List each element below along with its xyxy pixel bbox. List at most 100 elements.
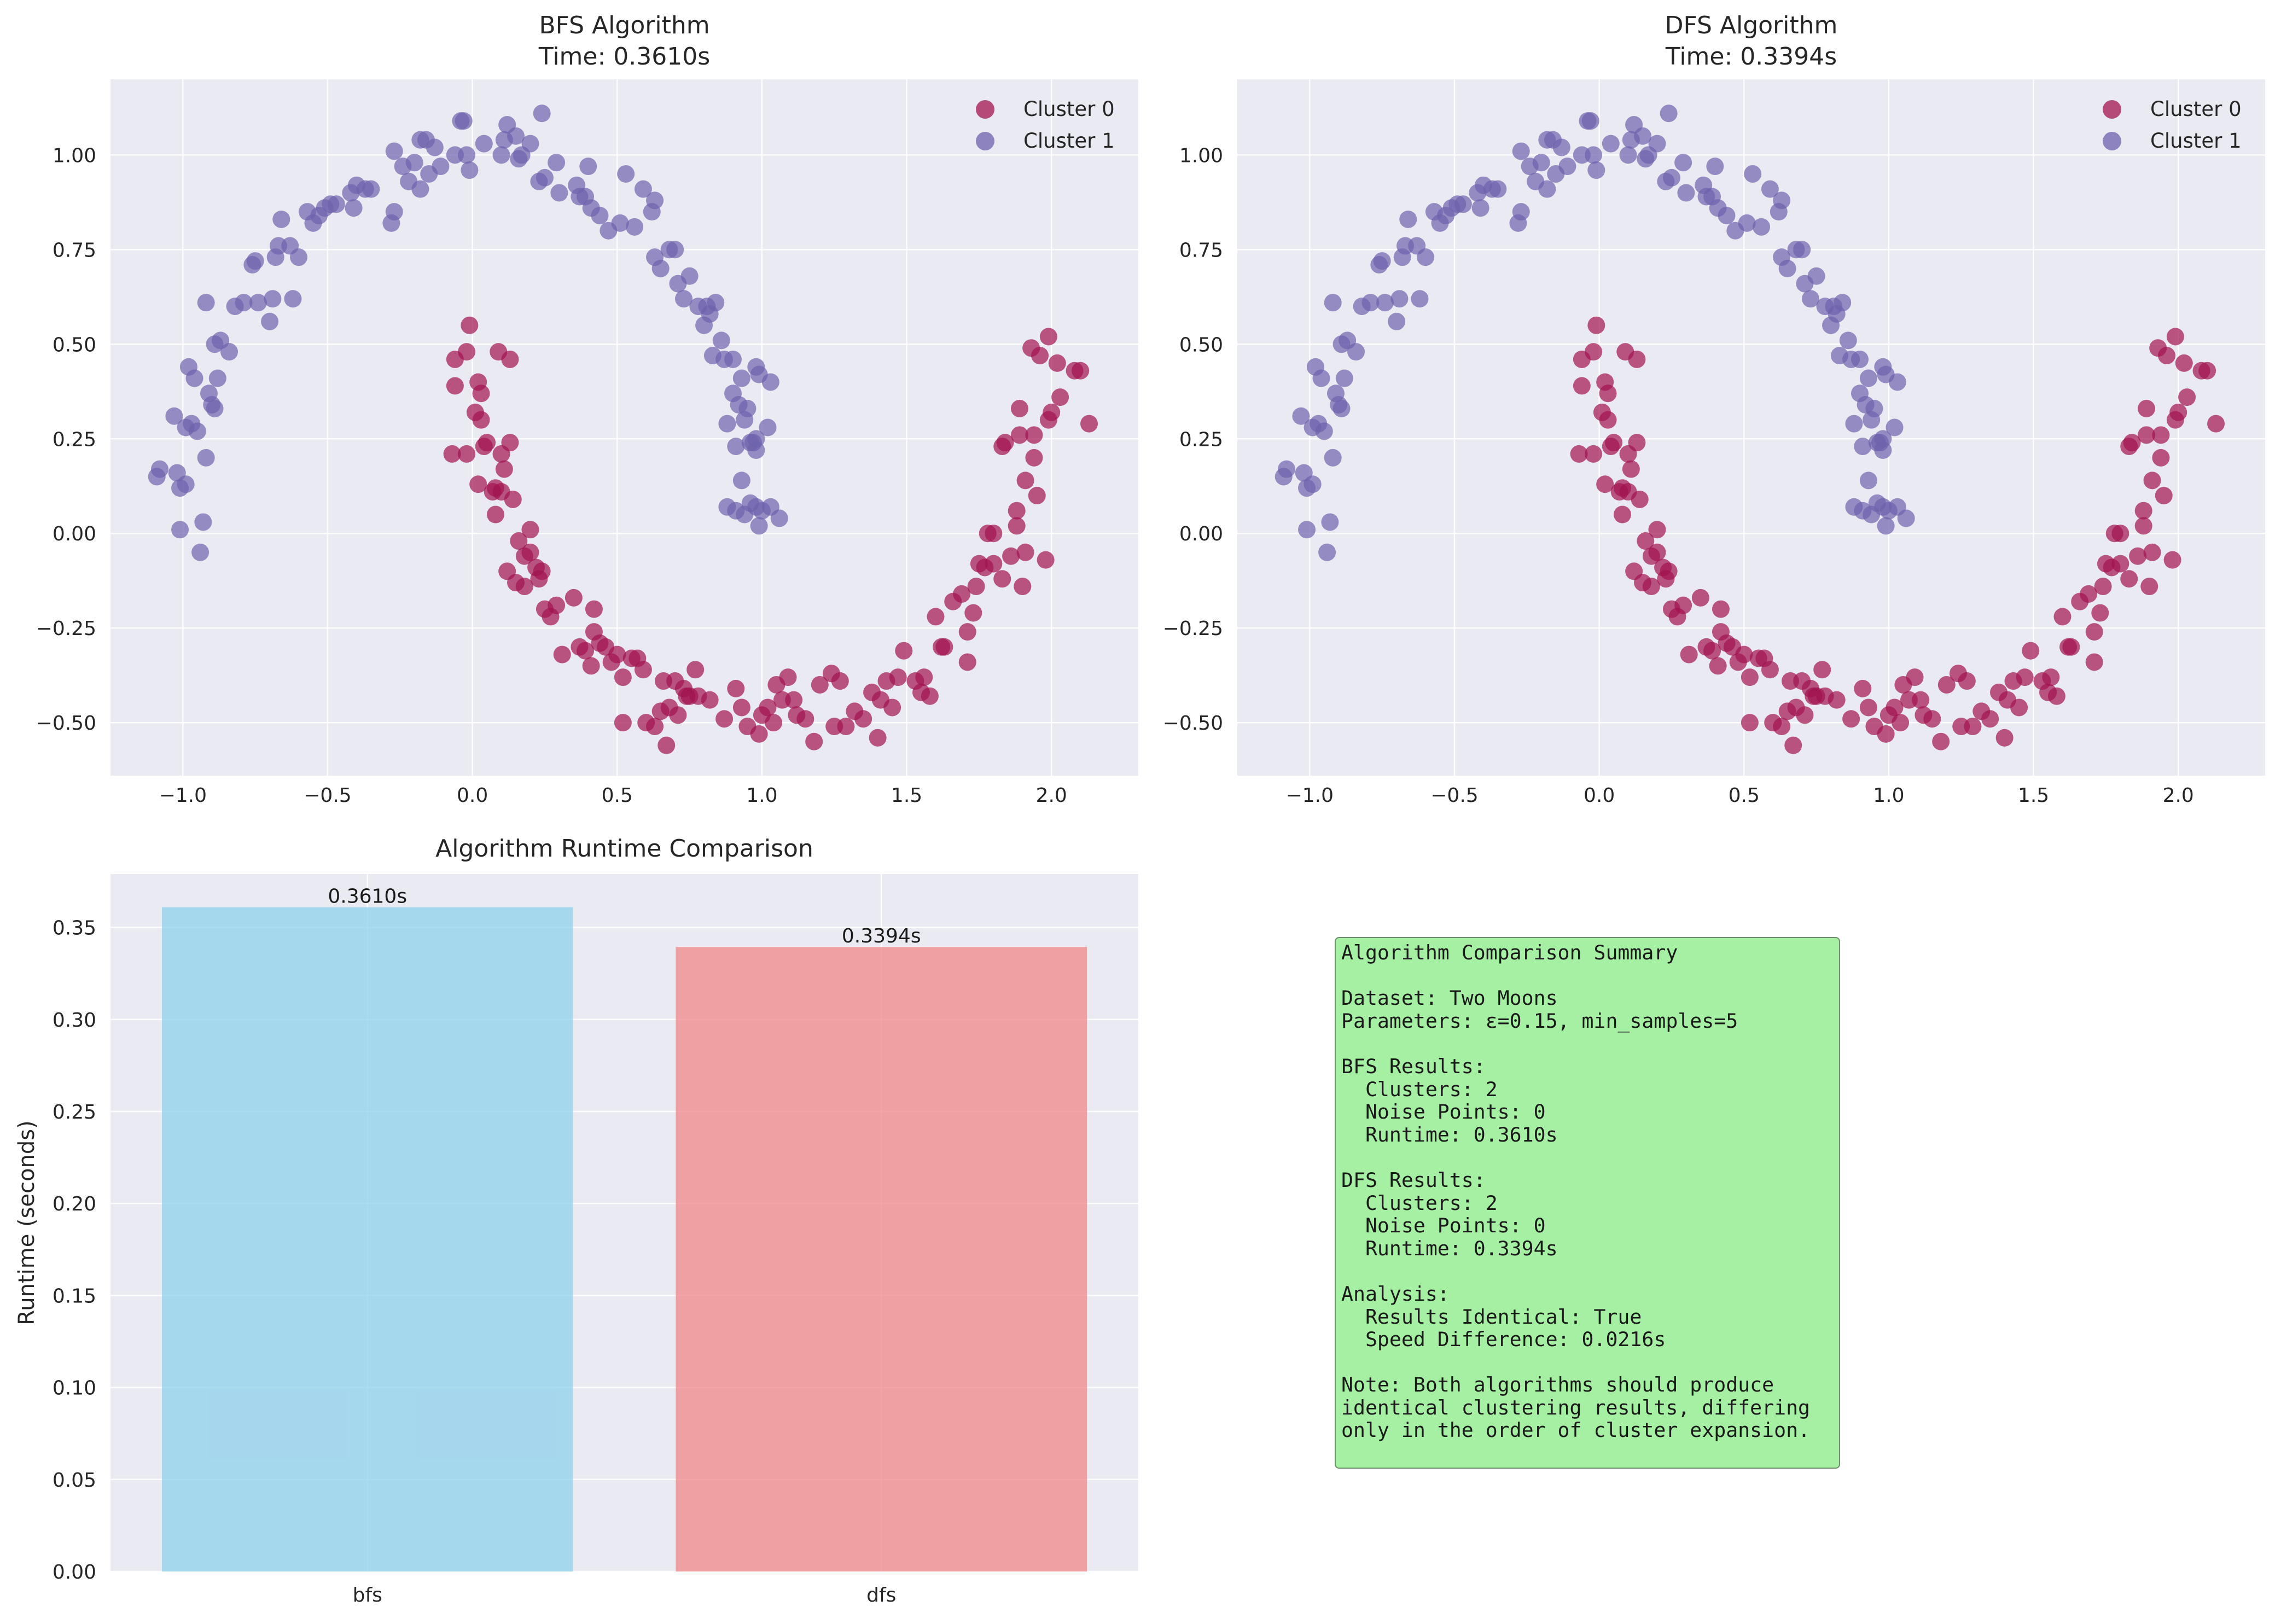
legend: Cluster 0 Cluster 1 <box>976 97 1115 153</box>
summary-line: Note: Both algorithms should produce <box>1341 1373 1774 1397</box>
cluster0-point <box>515 578 533 596</box>
cluster0-point <box>2129 547 2147 565</box>
cluster0-point <box>533 562 551 580</box>
cluster1-point <box>1886 418 1904 436</box>
cluster1-point <box>1706 158 1724 176</box>
cluster1-point <box>1332 399 1351 417</box>
x-tick-label: −0.5 <box>1430 784 1478 807</box>
cluster0-point <box>1674 596 1692 614</box>
cluster0-point <box>461 316 479 334</box>
cluster0-point <box>1573 377 1591 395</box>
cluster1-point <box>626 218 644 236</box>
cluster1-point <box>761 373 779 391</box>
cluster0-point <box>458 445 476 463</box>
cluster0-point <box>1028 487 1046 505</box>
cluster1-point <box>272 210 290 228</box>
summary-line: Dataset: Two Moons <box>1341 986 1558 1010</box>
cluster0-point <box>1964 718 1982 736</box>
cluster1-point <box>1859 369 1877 387</box>
cluster0-point <box>458 343 476 361</box>
y-tick-label: −0.25 <box>36 618 96 640</box>
cluster0-point <box>1712 600 1730 618</box>
cluster1-point <box>1373 252 1391 270</box>
cluster1-point <box>1312 369 1330 387</box>
cluster0-point <box>1859 699 1877 717</box>
cluster1-point <box>1489 180 1507 198</box>
cluster0-point <box>1622 460 1640 478</box>
cluster0-point <box>614 668 632 686</box>
cluster0-point <box>1014 578 1032 596</box>
cluster0-point <box>2123 434 2141 452</box>
cluster0-point <box>1648 543 1666 561</box>
summary-line <box>1341 1032 1834 1055</box>
summary-line: Parameters: ε=0.15, min_samples=5 <box>1341 1009 1738 1033</box>
cluster0-point <box>979 525 997 543</box>
cluster0-point <box>967 578 985 596</box>
cluster0-point <box>1599 385 1617 403</box>
legend-marker-cluster1 <box>2103 132 2121 150</box>
cluster0-point <box>2143 472 2161 490</box>
cluster0-point <box>1631 490 1649 508</box>
cluster1-point <box>1674 154 1692 172</box>
cluster0-point <box>996 434 1014 452</box>
cluster1-point <box>507 127 525 145</box>
cluster0-point <box>521 521 539 539</box>
cluster0-point <box>765 714 783 732</box>
cluster1-point <box>264 290 282 308</box>
cluster1-point <box>185 369 203 387</box>
y-tick-label: 0.00 <box>53 523 96 545</box>
cluster0-point <box>585 600 603 618</box>
cluster1-point <box>718 415 736 433</box>
cluster0-point <box>889 668 907 686</box>
cluster0-point <box>1637 532 1655 550</box>
cluster0-point <box>732 699 750 717</box>
legend-label-cluster1: Cluster 1 <box>2150 129 2242 153</box>
x-tick-label: dfs <box>866 1584 896 1606</box>
cluster0-point <box>510 532 528 550</box>
cluster0-point <box>964 604 982 622</box>
x-tick-label: 0.0 <box>457 784 488 807</box>
bar-dfs <box>676 947 1087 1571</box>
y-tick-label: 0.15 <box>53 1285 96 1307</box>
cluster0-point <box>1828 691 1846 709</box>
legend-label-cluster0: Cluster 0 <box>2150 97 2242 121</box>
bar-value-label: 0.3394s <box>842 925 921 947</box>
cluster0-point <box>869 729 887 747</box>
cluster0-point <box>935 638 953 656</box>
cluster1-point <box>1454 195 1472 213</box>
cluster0-point <box>1037 551 1055 569</box>
cluster0-point <box>779 668 797 686</box>
cluster0-point <box>1660 562 1678 580</box>
cluster0-point <box>504 490 522 508</box>
y-tick-label: 0.25 <box>53 1101 96 1124</box>
cluster1-point <box>1874 430 1892 448</box>
cluster1-point <box>1677 184 1695 202</box>
cluster0-point <box>2169 403 2187 421</box>
cluster1-point <box>1602 135 1620 153</box>
cluster1-point <box>1859 472 1877 490</box>
x-tick-label: 0.0 <box>1584 784 1615 807</box>
cluster1-point <box>750 517 768 535</box>
cluster1-point <box>591 207 609 225</box>
cluster1-point <box>1471 199 1489 217</box>
cluster1-point <box>458 146 476 164</box>
cluster0-point <box>446 377 464 395</box>
cluster0-point <box>1587 316 1605 334</box>
cluster1-point <box>197 294 215 312</box>
y-tick-label: 0.50 <box>53 334 96 356</box>
cluster1-point <box>1660 104 1678 123</box>
cluster0-point <box>1813 661 1831 679</box>
cluster0-point <box>1995 729 2014 747</box>
scatter-panel-bfs: −1.0 −0.5 0.0 0.5 1.0 1.5 2.0 −0.50 −0.25 0.00 0.2… <box>36 11 1138 807</box>
cluster1-point <box>150 460 168 478</box>
cluster1-point <box>634 180 652 198</box>
cluster0-point <box>1741 668 1759 686</box>
cluster1-point <box>1538 180 1556 198</box>
cluster0-point <box>614 714 632 732</box>
legend-marker-cluster1 <box>976 132 994 150</box>
y-tick-label: 0.25 <box>1179 428 1223 451</box>
cluster0-point <box>831 672 849 690</box>
cluster1-point <box>1619 146 1637 164</box>
cluster1-point <box>1877 517 1895 535</box>
cluster1-point <box>1376 294 1394 312</box>
